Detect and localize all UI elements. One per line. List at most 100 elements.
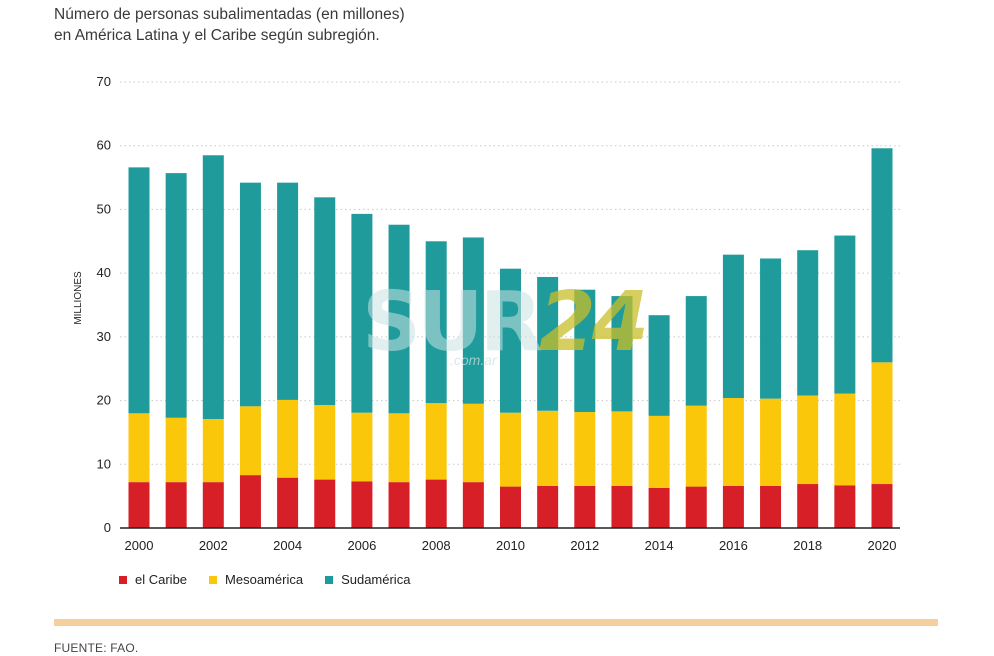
bar-sudamerica-2016	[722, 254, 744, 399]
bar-sudamerica-2004	[277, 182, 299, 400]
bar-mesoamerica-2002	[202, 419, 224, 483]
axis-layer: 0 10 20 30 40 50 60 70 2000 2002 2004 2006 2008 2010 2…	[97, 74, 900, 553]
y-tick-label: 40	[97, 265, 111, 280]
y-tick-label: 70	[97, 74, 111, 89]
bar-mesoamerica-2017	[760, 398, 782, 486]
legend-item-mesoamerica: Mesoamérica	[209, 572, 303, 587]
bar-sudamerica-2019	[834, 235, 856, 394]
legend-label-mesoamerica: Mesoamérica	[225, 572, 304, 587]
x-tick-label: 2020	[868, 538, 897, 553]
bar-sudamerica-2011	[537, 276, 559, 411]
bar-caribe-2007	[388, 482, 410, 528]
bar-sudamerica-2010	[500, 268, 521, 413]
source-note: FUENTE: FAO.	[54, 641, 139, 655]
chart-legend: el Caribe Mesoamérica Sudamérica	[119, 572, 410, 587]
bar-mesoamerica-2007	[388, 413, 410, 483]
bar-caribe-2019	[834, 485, 856, 528]
y-tick-label: 10	[97, 456, 111, 471]
bar-mesoamerica-2004	[277, 399, 299, 478]
bar-sudamerica-2014	[648, 315, 670, 416]
bar-mesoamerica-2011	[537, 410, 559, 486]
bar-mesoamerica-2006	[351, 412, 373, 482]
bar-caribe-2009	[462, 482, 484, 528]
bar-sudamerica-2009	[462, 237, 484, 404]
divider-rule	[54, 619, 938, 626]
bar-mesoamerica-2008	[425, 403, 447, 480]
bar-caribe-2006	[351, 481, 373, 528]
bar-sudamerica-2002	[202, 155, 224, 420]
x-tick-label: 2014	[645, 538, 674, 553]
bar-mesoamerica-2005	[314, 405, 336, 480]
y-tick-label: 0	[104, 520, 111, 535]
bar-caribe-2014	[648, 487, 670, 528]
bar-sudamerica-2007	[388, 224, 410, 414]
bar-mesoamerica-2016	[722, 398, 744, 486]
bar-mesoamerica-2009	[462, 403, 484, 483]
y-tick-label: 60	[97, 138, 111, 153]
y-tick-label: 50	[97, 201, 111, 216]
bar-caribe-2010	[500, 486, 521, 528]
bar-sudamerica-2006	[351, 213, 373, 413]
bar-mesoamerica-2012	[574, 412, 596, 486]
bars-layer	[128, 148, 893, 528]
legend-item-sudamerica: Sudamérica	[325, 572, 410, 587]
bar-sudamerica-2001	[165, 173, 187, 418]
legend-swatch-caribe	[119, 575, 127, 584]
x-tick-label: 2006	[347, 538, 376, 553]
subtitle-line-2: en América Latina y el Caribe según subr…	[54, 27, 380, 44]
bar-caribe-2012	[574, 485, 596, 528]
y-tick-label: 20	[97, 393, 111, 408]
bar-caribe-2013	[611, 485, 633, 528]
subtitle-line-1: Número de personas subalimentadas (en mi…	[54, 6, 405, 23]
legend-item-caribe: el Caribe	[119, 572, 187, 587]
bar-caribe-2004	[277, 477, 299, 528]
x-tick-label: 2000	[125, 538, 154, 553]
bar-mesoamerica-2013	[611, 411, 633, 486]
y-axis-label: MILLIONES	[73, 271, 84, 325]
bar-sudamerica-2008	[425, 241, 447, 404]
bar-mesoamerica-2015	[685, 405, 707, 487]
bar-sudamerica-2000	[128, 167, 150, 414]
bar-caribe-2008	[425, 479, 447, 528]
bar-sudamerica-2015	[685, 296, 707, 406]
bar-caribe-2000	[128, 482, 150, 528]
bar-caribe-2005	[314, 479, 336, 528]
bar-caribe-2002	[202, 482, 224, 528]
bar-caribe-2016	[722, 485, 744, 528]
bar-mesoamerica-2014	[648, 415, 670, 488]
bar-sudamerica-2012	[574, 289, 596, 413]
bar-caribe-2017	[760, 485, 782, 528]
bar-sudamerica-2018	[797, 250, 819, 396]
x-tick-label: 2018	[793, 538, 822, 553]
legend-label-caribe: el Caribe	[135, 572, 188, 587]
watermark-sub: .com.ar	[450, 352, 497, 368]
x-tick-label: 2008	[422, 538, 451, 553]
bar-caribe-2011	[537, 485, 559, 528]
bar-sudamerica-2020	[871, 148, 893, 363]
x-tick-label: 2002	[199, 538, 228, 553]
bar-caribe-2003	[239, 475, 261, 528]
bar-mesoamerica-2001	[165, 417, 187, 483]
bar-mesoamerica-2000	[128, 413, 150, 483]
x-tick-label: 2010	[496, 538, 525, 553]
bar-mesoamerica-2020	[871, 362, 893, 485]
x-tick-label: 2004	[273, 538, 302, 553]
bar-sudamerica-2003	[239, 182, 261, 407]
bar-caribe-2020	[871, 484, 893, 528]
bar-mesoamerica-2019	[834, 393, 856, 486]
legend-label-sudamerica: Sudamérica	[341, 572, 411, 587]
stacked-bar-chart: 0 10 20 30 40 50 60 70 2000 2002 2004 2006 2008 2010 2…	[73, 74, 900, 553]
bar-mesoamerica-2010	[500, 412, 521, 487]
bar-caribe-2018	[797, 484, 819, 528]
bar-sudamerica-2013	[611, 296, 633, 412]
x-tick-label: 2012	[570, 538, 599, 553]
bar-mesoamerica-2003	[239, 406, 261, 476]
bar-sudamerica-2005	[314, 197, 336, 406]
bar-caribe-2001	[165, 482, 187, 528]
chart-subtitle: Número de personas subalimentadas (en mi…	[54, 4, 754, 46]
legend-swatch-sudamerica	[325, 575, 334, 584]
legend-swatch-mesoamerica	[209, 575, 218, 584]
x-tick-label: 2016	[719, 538, 748, 553]
bar-sudamerica-2017	[760, 258, 782, 399]
bar-mesoamerica-2018	[797, 395, 819, 485]
